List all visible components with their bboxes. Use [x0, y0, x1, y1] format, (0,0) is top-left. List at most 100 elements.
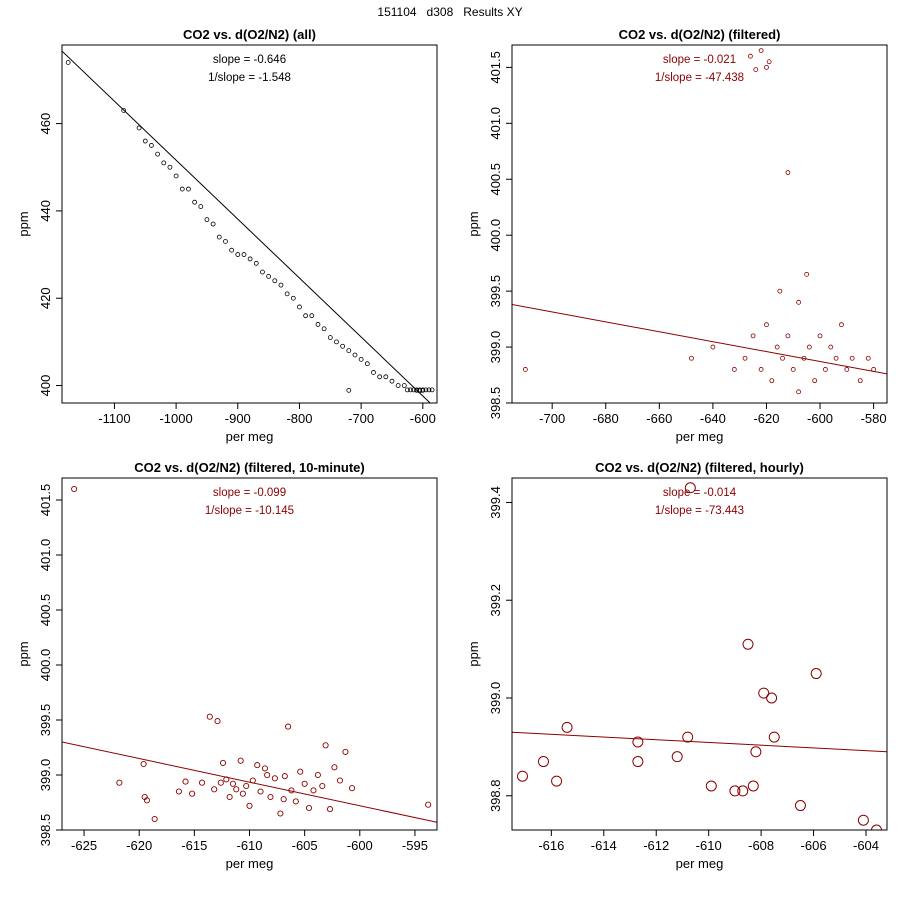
- data-point: [136, 125, 142, 131]
- data-point: [758, 48, 764, 53]
- data-point: [395, 383, 401, 388]
- x-tick-label: -900: [225, 411, 251, 426]
- data-point: [342, 748, 349, 755]
- data-point: [243, 782, 250, 790]
- data-point: [817, 333, 823, 339]
- data-point: [285, 723, 292, 730]
- y-tick-label: 399.4: [488, 486, 503, 519]
- data-point: [401, 383, 407, 388]
- y-tick-label: 399.0: [488, 682, 503, 715]
- data-point: [331, 764, 338, 771]
- data-point: [192, 199, 198, 205]
- y-axis-label: ppm: [16, 211, 31, 236]
- data-point: [239, 790, 246, 797]
- data-point: [314, 771, 321, 779]
- chart-title: CO2 vs. d(O2/N2) (filtered, 10-minute): [134, 460, 364, 475]
- data-point: [705, 780, 717, 792]
- data-point: [199, 779, 206, 786]
- x-tick-label: -614: [591, 838, 617, 853]
- data-point: [272, 278, 278, 284]
- data-point: [249, 777, 256, 784]
- slope-annotation: slope = -0.014: [663, 487, 737, 499]
- data-point: [229, 247, 235, 253]
- data-points: [522, 48, 877, 395]
- data-point: [785, 333, 791, 339]
- data-point: [346, 348, 352, 354]
- figure-title: 151104 d308 Results XY: [377, 5, 523, 19]
- data-point: [417, 388, 423, 394]
- data-point: [794, 800, 806, 812]
- y-tick-label: 440: [38, 200, 53, 222]
- x-axis-label: per meg: [676, 856, 724, 871]
- data-point: [806, 344, 812, 350]
- data-point: [204, 217, 210, 223]
- data-point: [260, 269, 265, 275]
- data-point: [257, 788, 264, 795]
- data-point: [758, 367, 764, 372]
- data-point: [297, 304, 302, 310]
- x-tick-label: -600: [347, 838, 373, 853]
- regression-line: [62, 741, 437, 823]
- data-point: [261, 765, 268, 772]
- data-point: [327, 335, 333, 340]
- x-tick-label: -1000: [159, 411, 192, 426]
- y-tick-label: 398.5: [38, 814, 53, 847]
- data-point: [301, 780, 308, 787]
- x-tick-label: -605: [292, 838, 318, 853]
- data-point: [753, 67, 759, 73]
- data-point: [810, 668, 822, 680]
- data-point: [175, 788, 182, 795]
- x-tick-label: -608: [748, 838, 774, 853]
- data-point: [223, 239, 228, 244]
- data-point: [358, 356, 364, 362]
- y-tick-label: 398.5: [488, 387, 503, 420]
- data-point: [167, 164, 173, 170]
- x-tick-label: -604: [853, 838, 879, 853]
- data-point: [764, 322, 769, 328]
- data-point: [785, 170, 791, 175]
- data-point: [241, 252, 247, 257]
- data-point: [857, 378, 863, 384]
- data-point: [516, 770, 528, 782]
- data-point: [710, 344, 716, 350]
- data-point: [871, 824, 883, 830]
- y-tick-label: 460: [38, 113, 53, 135]
- data-points: [71, 485, 432, 823]
- inverse-slope-annotation: 1/slope = -73.443: [655, 505, 744, 517]
- data-point: [246, 802, 253, 809]
- data-point: [229, 780, 237, 787]
- inverse-slope-annotation: 1/slope = -47.438: [655, 72, 744, 84]
- data-point: [747, 53, 753, 59]
- data-point: [414, 387, 420, 393]
- data-point: [777, 288, 783, 294]
- x-tick-label: -620: [753, 411, 779, 426]
- data-point: [211, 786, 218, 793]
- data-point: [267, 793, 274, 801]
- data-point: [689, 355, 694, 361]
- data-point: [254, 762, 261, 769]
- x-tick-label: -580: [861, 411, 887, 426]
- data-point: [796, 299, 802, 305]
- inverse-slope-annotation: 1/slope = -10.145: [205, 505, 294, 517]
- data-point: [143, 797, 150, 804]
- x-tick-label: -680: [593, 411, 619, 426]
- data-point: [844, 367, 850, 372]
- data-point: [769, 378, 775, 384]
- data-point: [219, 759, 227, 766]
- data-point: [766, 692, 778, 704]
- x-tick-label: -612: [643, 838, 669, 853]
- chart-title: CO2 vs. d(O2/N2) (filtered): [619, 27, 781, 42]
- data-point: [140, 760, 147, 768]
- data-point: [750, 333, 756, 339]
- data-point: [352, 352, 358, 358]
- data-point: [278, 282, 284, 288]
- data-point: [319, 782, 326, 790]
- data-point: [121, 108, 127, 113]
- data-point: [389, 378, 395, 384]
- data-point: [161, 160, 167, 166]
- data-point: [747, 780, 759, 792]
- data-point: [801, 355, 807, 361]
- data-point: [266, 273, 272, 279]
